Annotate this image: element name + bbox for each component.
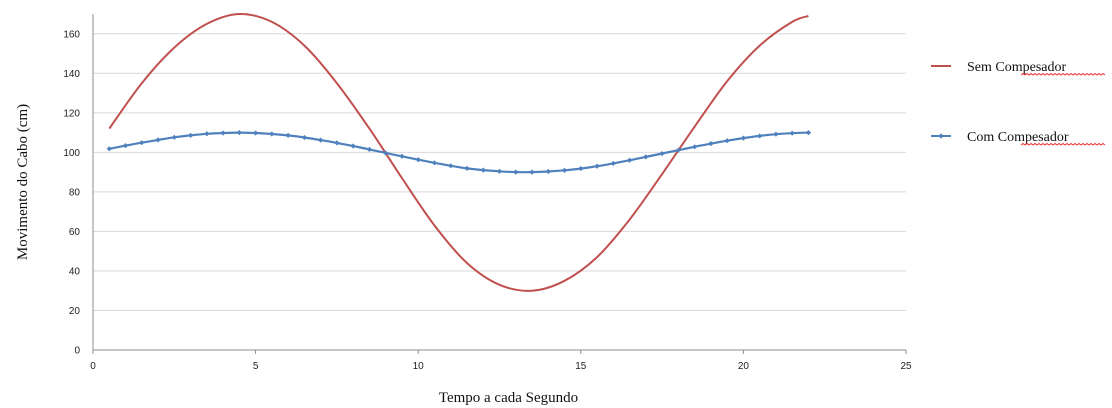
data-point [545,168,551,175]
x-tick-label: 0 [90,361,96,372]
y-tick-label: 80 [69,187,81,198]
y-tick-label: 20 [69,306,81,317]
legend-label-com-compesador: Com Compesador [967,130,1069,145]
data-point [139,140,145,146]
data-point [643,154,649,160]
data-point [236,129,242,136]
data-point [155,137,161,143]
spellcheck-underline [1020,72,1106,76]
data-point [480,167,486,173]
data-point [805,129,812,136]
grid-lines [93,33,906,311]
data-point [675,147,681,153]
data-point [594,163,600,169]
legend-marker-com-compesador [938,133,944,139]
data-point [350,143,356,149]
data-point [334,140,340,146]
legend-item-sem-compesador: Sem Compesador [931,60,1066,75]
data-point [626,157,633,163]
data-point [171,134,177,140]
data-point [318,137,324,143]
data-point [187,132,194,138]
y-tick-label: 120 [63,108,80,119]
data-point [610,160,616,167]
data-point [448,163,454,169]
data-point [496,168,503,174]
y-axis-title: Movimento do Cabo (cm) [15,104,31,260]
x-tick-label: 10 [413,361,425,372]
y-tick-label: 160 [63,29,80,40]
y-tick-label: 40 [69,266,81,277]
x-axis-ticks: 0 5 10 15 20 25 [90,350,912,372]
y-tick-label: 140 [63,69,80,80]
x-axis-title: Tempo a cada Segundo [439,390,578,406]
data-point [122,143,129,149]
data-point [578,165,584,172]
data-point [399,153,405,159]
data-point [383,150,389,156]
y-tick-label: 60 [69,227,81,238]
y-tick-label: 0 [74,346,80,357]
y-axis-ticks: 0 20 40 60 80 100 120 140 160 [63,29,80,356]
data-point [692,144,698,150]
data-point [757,133,763,139]
data-point [220,130,226,136]
spellcheck-underline [1020,142,1106,146]
data-point [561,167,568,173]
data-point [204,131,210,137]
data-point [708,141,714,147]
data-point [301,134,307,141]
data-point [285,132,291,138]
data-point [269,131,275,137]
data-point [253,130,259,136]
data-point [773,131,779,137]
legend-label-sem-compesador: Sem Compesador [967,60,1066,75]
data-point [464,165,470,171]
data-point [659,150,665,157]
series-line-0 [108,12,809,292]
series-layer [106,12,812,292]
legend-item-com-compesador: Com Compesador [931,130,1069,145]
data-point [724,138,730,144]
data-point [513,169,519,175]
data-point [529,169,535,175]
legend: Sem Compesador Com Compesador [931,60,1106,146]
data-point [106,146,112,152]
data-point [366,146,373,152]
data-point [431,160,438,166]
data-point [740,135,746,141]
x-tick-label: 5 [253,361,259,372]
x-tick-label: 25 [900,361,912,372]
y-tick-label: 100 [63,148,80,159]
data-point [789,130,795,136]
data-point [415,157,421,163]
x-tick-label: 20 [738,361,750,372]
x-tick-label: 15 [575,361,587,372]
